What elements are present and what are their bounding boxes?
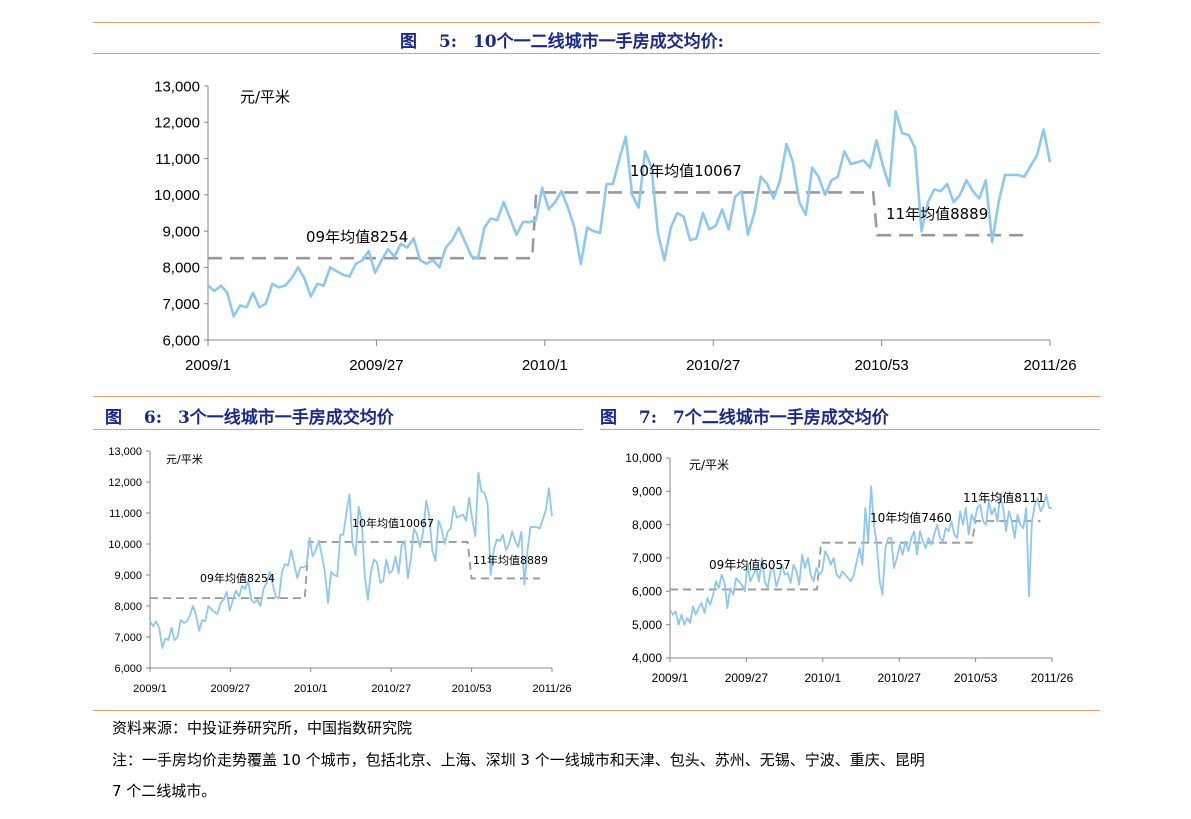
c6-average-line [150,541,540,600]
c5-unit-label: 元/平米 [240,88,290,106]
c6-average-label: 11年均值8889 [473,553,548,567]
c7-unit-label: 元/平米 [689,458,729,472]
c7-price-series-line [669,485,1052,626]
c5-price-series-line [207,110,1052,318]
c7-x-tick-label: 2010/27 [878,671,922,685]
figure-6-label: 图 [105,408,122,428]
figure-6-number: 6: [143,408,163,428]
c5-y-tick-label: 13,000 [154,78,200,95]
c5-x-tick-label: 2010/53 [854,357,908,374]
c6-average-label: 10年均值10067 [352,516,434,530]
figure-5-label: 图 [400,32,417,52]
c5-y-tick-label: 8,000 [162,260,200,277]
c6-y-tick-label: 8,000 [114,601,142,613]
c7-y-tick-label: 7,000 [632,551,662,565]
c6-y-tick-label: 9,000 [114,570,142,582]
figure-5-title: 图 5: 10个一二线城市一手房成交均价: [400,27,724,52]
c7-x-tick-label: 2010/53 [954,671,998,685]
c5-y-tick-label: 6,000 [162,332,200,349]
figure-5-text: 10个一二线城市一手房成交均价: [472,32,724,52]
coverage-note-line1: 注：一手房均价走势覆盖 10 个城市，包括北京、上海、深圳 3 个一线城市和天津… [112,751,925,769]
c6-x-tick-label: 2009/27 [211,683,251,695]
c7-y-tick-label: 8,000 [632,518,662,532]
rule-under-fig7-title [600,429,1100,430]
c6-average-label: 09年均值8254 [200,571,275,585]
c6-x-tick-label: 2010/53 [452,683,492,695]
c6-price-series-line [149,471,553,649]
figure-7-label: 图 [600,408,617,428]
figure-5-number: 5: [438,32,458,52]
c7-y-tick-label: 10,000 [625,451,662,465]
figure-7-number: 7: [638,408,658,428]
rule-above-fig6-title [93,396,1100,397]
c6-y-tick-label: 6,000 [114,663,142,675]
c6-y-tick-label: 13,000 [108,446,142,458]
c5-average-line [208,191,1025,260]
figure-6-text: 3个一线城市一手房成交均价 [177,408,394,428]
c7-x-tick-label: 2010/1 [804,671,841,685]
c7-average-label: 09年均值6057 [709,557,791,572]
c7-x-tick-label: 2011/26 [1031,671,1074,685]
figure-7-text: 7个二线城市一手房成交均价 [672,408,889,428]
c5-y-tick-label: 7,000 [162,296,200,313]
c7-x-tick-label: 2009/1 [652,671,689,685]
c7-x-tick-label: 2009/27 [725,671,769,685]
c6-y-tick-label: 11,000 [109,508,142,520]
rule-above-footer [93,710,1100,711]
c5-x-tick-label: 2010/1 [522,357,568,374]
c7-y-tick-label: 6,000 [632,585,662,599]
c5-x-tick-label: 2010/27 [686,357,740,374]
c7-y-tick-label: 9,000 [632,485,662,499]
c7-average-label: 10年均值7460 [870,510,952,525]
c6-unit-label: 元/平米 [166,453,203,466]
c5-average-label: 10年均值10067 [630,162,742,180]
c6-x-tick-label: 2009/1 [133,683,167,695]
c5-x-tick-label: 2009/1 [185,357,231,374]
rule-under-fig5-title [93,53,1100,54]
c5-x-tick-label: 2009/27 [349,357,403,374]
c7-average-label: 11年均值8111 [963,490,1045,505]
c5-y-tick-label: 9,000 [162,223,200,240]
coverage-note-line2: 7 个二线城市。 [112,782,217,800]
figure-6-title: 图 6: 3个一线城市一手房成交均价 [105,403,394,428]
c6-y-tick-label: 7,000 [114,632,142,644]
c6-y-tick-label: 12,000 [108,477,142,489]
c5-average-label: 09年均值8254 [306,228,408,246]
rule-top [93,22,1100,23]
c6-x-tick-label: 2010/27 [371,683,411,695]
c5-y-tick-label: 10,000 [154,187,200,204]
c5-x-tick-label: 2011/26 [1023,357,1076,374]
c5-y-tick-label: 11,000 [155,151,200,168]
c5-average-label: 11年均值8889 [886,205,988,223]
c6-x-tick-label: 2010/1 [294,683,328,695]
source-note: 资料来源：中投证券研究所，中国指数研究院 [112,719,413,737]
c5-y-tick-label: 12,000 [154,115,200,132]
c6-y-tick-label: 10,000 [108,539,142,551]
c6-x-tick-label: 2011/26 [533,683,572,695]
c7-y-tick-label: 5,000 [632,618,662,632]
rule-under-fig6-title [93,429,583,430]
c7-y-tick-label: 4,000 [632,651,662,665]
c7-average-line [670,520,1041,591]
figure-7-title: 图 7: 7个二线城市一手房成交均价 [600,403,889,428]
